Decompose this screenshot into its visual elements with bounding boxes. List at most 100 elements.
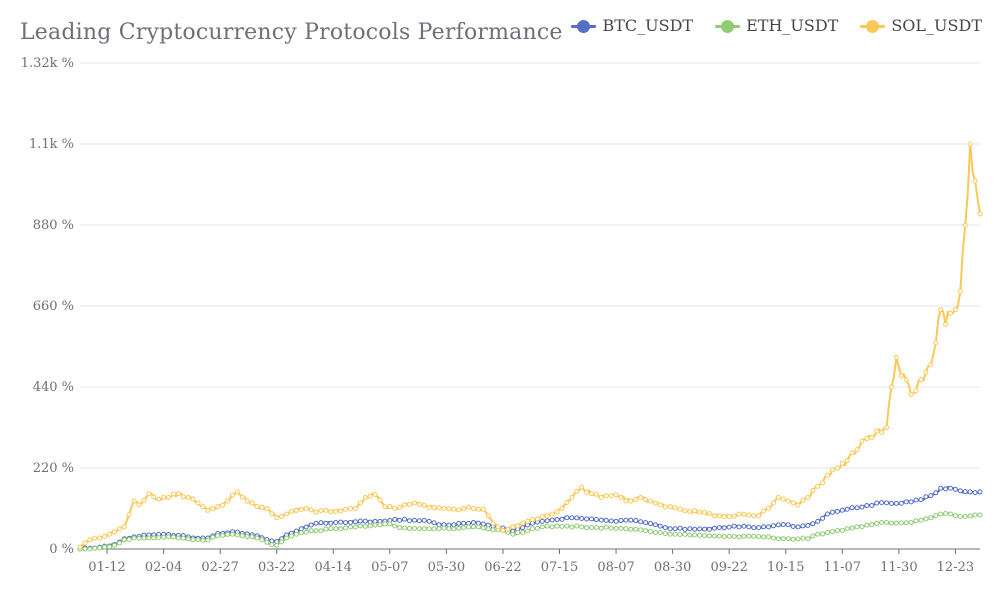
data-point xyxy=(711,533,717,539)
data-point xyxy=(323,520,329,526)
data-point xyxy=(844,526,850,532)
data-point xyxy=(87,546,93,552)
data-point xyxy=(805,494,811,500)
data-point xyxy=(967,489,973,495)
x-tick-label: 06-22 xyxy=(484,560,521,575)
data-point xyxy=(608,493,614,499)
data-point xyxy=(313,528,319,534)
data-point xyxy=(584,489,590,495)
data-point xyxy=(357,523,363,529)
data-point xyxy=(470,506,476,511)
data-point xyxy=(608,518,614,524)
data-point xyxy=(402,502,408,508)
data-point xyxy=(805,522,811,528)
data-point xyxy=(672,505,678,511)
data-point xyxy=(726,514,732,520)
data-point xyxy=(820,480,826,486)
data-point xyxy=(141,535,147,541)
data-point xyxy=(810,533,816,539)
data-point xyxy=(707,511,713,517)
data-point xyxy=(766,534,772,540)
data-point xyxy=(377,497,383,503)
data-point xyxy=(244,498,250,504)
data-point xyxy=(697,526,703,532)
data-point xyxy=(598,517,604,523)
data-point xyxy=(667,526,673,532)
data-point xyxy=(928,515,934,521)
legend-item-btc[interactable]: BTC_USDT xyxy=(571,16,693,35)
data-point xyxy=(161,494,167,500)
data-point xyxy=(392,523,398,529)
data-point xyxy=(107,544,113,550)
data-point xyxy=(274,515,280,521)
data-point xyxy=(662,531,668,537)
data-point xyxy=(628,517,634,523)
data-point xyxy=(859,504,865,510)
data-point xyxy=(170,491,176,497)
data-point xyxy=(741,533,747,539)
data-point xyxy=(888,384,894,390)
data-point xyxy=(770,523,776,529)
data-point xyxy=(677,506,683,512)
x-tick-label: 10-15 xyxy=(767,560,804,575)
y-tick-label: 660 % xyxy=(33,299,74,314)
data-point xyxy=(967,513,973,519)
data-point xyxy=(643,520,649,526)
data-point xyxy=(898,520,904,526)
data-point xyxy=(687,508,693,514)
data-point xyxy=(559,524,565,530)
data-point xyxy=(849,505,855,511)
data-point xyxy=(618,494,624,500)
data-point xyxy=(229,492,235,498)
data-point xyxy=(874,521,880,527)
data-point xyxy=(731,533,737,539)
data-point xyxy=(318,520,324,526)
data-point xyxy=(638,527,644,533)
data-point xyxy=(761,524,767,530)
data-point xyxy=(721,514,727,520)
data-point xyxy=(343,525,349,531)
y-tick-label: 880 % xyxy=(33,218,74,233)
data-point xyxy=(657,530,663,536)
data-point xyxy=(888,500,894,506)
data-point xyxy=(520,529,526,535)
data-point xyxy=(205,537,211,543)
data-point xyxy=(593,491,599,497)
data-point xyxy=(446,506,452,512)
data-point xyxy=(161,534,167,540)
x-tick-label: 09-22 xyxy=(710,560,747,575)
y-tick-label: 0 % xyxy=(49,542,74,557)
data-point xyxy=(402,525,408,531)
legend-item-eth[interactable]: ETH_USDT xyxy=(715,16,838,35)
data-point xyxy=(913,518,919,524)
data-point xyxy=(131,535,137,541)
data-point xyxy=(387,521,393,527)
data-point xyxy=(839,460,845,466)
data-point xyxy=(579,524,585,530)
data-point xyxy=(603,493,609,499)
data-point xyxy=(962,222,968,228)
data-point xyxy=(800,523,806,529)
data-point xyxy=(220,532,226,538)
x-tick-label: 02-27 xyxy=(201,560,238,575)
data-point xyxy=(352,524,358,530)
legend-item-sol[interactable]: SOL_USDT xyxy=(860,16,982,35)
data-point xyxy=(967,141,973,147)
data-point xyxy=(200,504,206,510)
x-tick-label: 01-12 xyxy=(88,560,125,575)
data-point xyxy=(893,355,899,361)
data-point xyxy=(338,519,344,525)
data-point xyxy=(628,498,634,504)
data-point xyxy=(170,534,176,540)
data-point xyxy=(367,523,373,529)
data-point xyxy=(372,492,378,498)
data-point xyxy=(175,535,181,541)
data-point xyxy=(702,533,708,539)
legend-label-sol: SOL_USDT xyxy=(891,16,982,35)
data-point xyxy=(746,512,752,518)
data-point xyxy=(274,542,280,548)
data-point xyxy=(407,526,413,532)
data-point xyxy=(510,524,516,530)
data-point xyxy=(470,519,476,525)
data-point xyxy=(588,525,594,531)
